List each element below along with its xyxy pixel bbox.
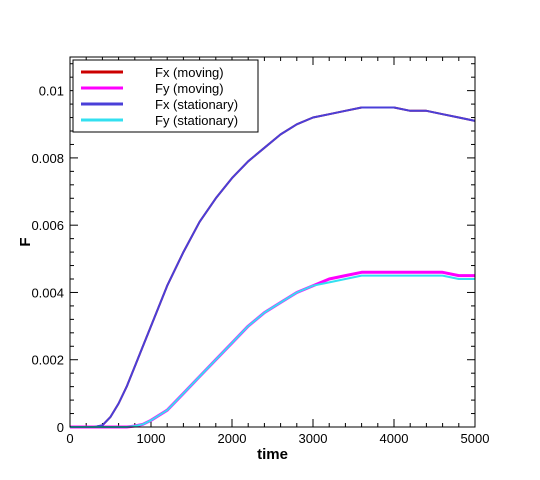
y-tick-label: 0	[57, 420, 64, 435]
x-tick-label: 4000	[380, 431, 409, 446]
series-line-2	[70, 270, 475, 429]
y-axis-title: F	[17, 237, 34, 246]
x-tick-label: 3000	[299, 431, 328, 446]
axis-ticks	[69, 57, 476, 428]
y-tick-label: 0.01	[39, 84, 64, 99]
x-tick-label: 1000	[137, 431, 166, 446]
y-tick-label: 0.004	[31, 285, 64, 300]
x-tick-labels: 0 1000 2000 3000 4000 5000	[66, 431, 489, 446]
legend-label: Fx (moving)	[155, 65, 224, 80]
x-axis-title: time	[257, 446, 288, 463]
y-tick-label: 0.008	[31, 151, 64, 166]
y-tick-labels: 0 0.002 0.004 0.006 0.008 0.01	[31, 84, 64, 435]
plot-frame	[69, 56, 476, 428]
x-tick-label: 2000	[218, 431, 247, 446]
legend-label: Fx (stationary)	[155, 97, 238, 112]
series-line-3	[70, 106, 476, 428]
x-tick-label: 5000	[461, 431, 490, 446]
x-tick-label: 0	[66, 431, 73, 446]
series-line-4	[70, 274, 475, 428]
legend-label: Fy (moving)	[155, 81, 224, 96]
series-layer	[70, 106, 476, 429]
legend: Fx (moving)Fy (moving)Fx (stationary)Fy …	[72, 59, 259, 133]
legend-label: Fy (stationary)	[155, 113, 238, 128]
y-tick-label: 0.006	[31, 218, 64, 233]
y-tick-label: 0.002	[31, 353, 64, 368]
